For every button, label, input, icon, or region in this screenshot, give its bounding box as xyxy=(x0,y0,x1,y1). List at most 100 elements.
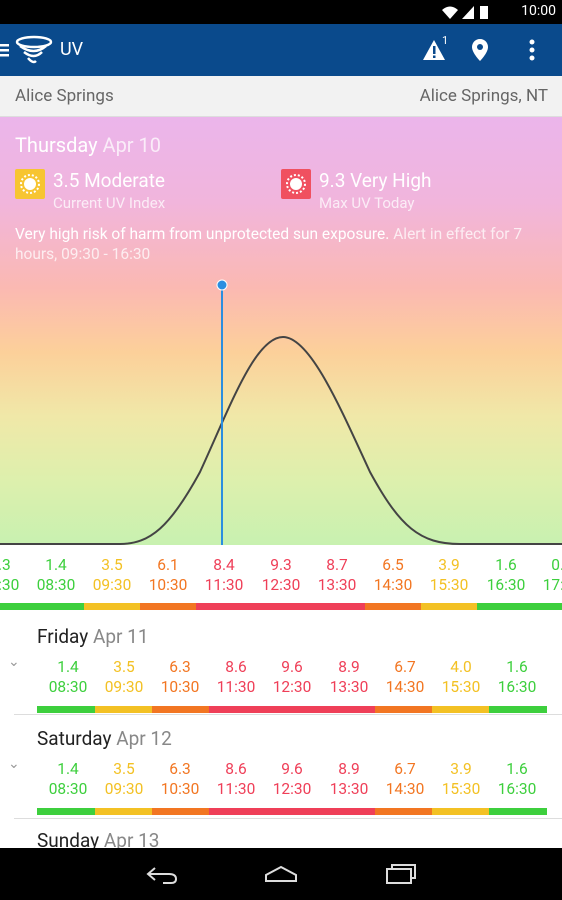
hour-cell: 6.5 14:30 xyxy=(365,555,421,595)
divider xyxy=(14,818,562,819)
hour-cell: 8.6 11:30 xyxy=(216,760,256,798)
hour-cell: 0.2 17:30 xyxy=(534,555,562,595)
hour-uv: 8.7 xyxy=(326,556,348,574)
hour-time: 12:30 xyxy=(261,576,301,594)
hour-cell: 9.3 12:30 xyxy=(253,555,309,595)
app-title: UV xyxy=(60,39,84,60)
signal-icon xyxy=(462,6,474,19)
hour-cell: 9.6 12:30 xyxy=(272,658,312,696)
hour-cell: 8.9 13:30 xyxy=(329,760,369,798)
hour-time: 13:30 xyxy=(317,576,357,594)
current-uv-swatch xyxy=(15,169,45,199)
hour-time: 11:30 xyxy=(204,576,244,594)
hour-cell: 9.6 12:30 xyxy=(272,760,312,798)
hour-cell: 1.6 16:30 xyxy=(497,760,537,798)
today-date: Apr 10 xyxy=(102,133,162,157)
hour-uv: 9.3 xyxy=(270,556,292,574)
uv-curve-chart xyxy=(0,279,562,545)
hour-cell: 1.4 08:30 xyxy=(48,658,88,696)
recents-icon[interactable] xyxy=(385,863,417,885)
alert-count: 1 xyxy=(442,34,449,47)
alert-main-text: Very high risk of harm from unprotected … xyxy=(15,225,390,243)
warning-icon xyxy=(423,40,445,60)
status-bar: 10:00 xyxy=(0,0,562,24)
hour-cell: 3.5 09:30 xyxy=(104,658,144,696)
today-uv-band xyxy=(0,603,562,610)
uv-alert: Very high risk of harm from unprotected … xyxy=(15,224,550,264)
chevron-down-icon[interactable]: ⌄ xyxy=(8,756,20,772)
forecast-hours: 1.4 08:30 3.5 09:30 6.3 10:30 8.6 11:30 9.6 1… xyxy=(37,657,547,701)
status-time: 10:00 xyxy=(521,3,556,19)
forecast-day-title: Friday Apr 11 xyxy=(37,625,149,648)
hour-uv: 6.1 xyxy=(157,556,179,574)
hour-cell: 6.3 10:30 xyxy=(160,658,200,696)
hour-cell: 1.6 16:30 xyxy=(478,555,534,595)
hour-time: 15:30 xyxy=(429,576,469,594)
forecast-day-sunday[interactable]: Sunday Apr 13 xyxy=(0,824,562,852)
today-panel: Thursday Apr 10 3.5 Moderate Current UV … xyxy=(0,117,562,545)
hour-time: 16:30 xyxy=(486,576,526,594)
hour-cell: 8.7 13:30 xyxy=(309,555,365,595)
hour-cell: 3.5 09:30 xyxy=(104,760,144,798)
divider xyxy=(14,714,562,715)
back-icon[interactable] xyxy=(145,865,179,885)
hour-uv: 1.4 xyxy=(45,556,67,574)
hour-cell: 1.4 08:30 xyxy=(48,760,88,798)
uv-curve-line xyxy=(0,335,562,545)
hour-uv: 0.3 xyxy=(0,556,11,574)
hour-uv: 0.2 xyxy=(551,556,562,574)
hour-cell: 3.9 15:30 xyxy=(441,760,481,798)
forecast-uv-band xyxy=(37,808,547,815)
forecast-day-saturday[interactable]: Saturday Apr 12 ⌄ 1.4 08:30 3.5 09:30 6.3 1… xyxy=(0,722,562,824)
wifi-icon xyxy=(442,6,458,19)
hour-time: 14:30 xyxy=(373,576,413,594)
forecast-day-friday[interactable]: Friday Apr 11 ⌄ 1.4 08:30 3.5 09:30 6.3 10:… xyxy=(0,620,562,722)
battery-icon xyxy=(480,6,488,19)
hour-time: 09:30 xyxy=(92,576,132,594)
location-bar[interactable]: Alice Springs Alice Springs, NT xyxy=(0,76,562,117)
hour-uv: 8.4 xyxy=(213,556,235,574)
location-name: Alice Springs xyxy=(15,86,114,106)
current-uv-value: 3.5 Moderate xyxy=(53,169,165,192)
menu-icon xyxy=(0,44,9,57)
max-uv-swatch xyxy=(281,169,311,199)
current-time-handle xyxy=(216,279,228,291)
forecast-day-title: Saturday Apr 12 xyxy=(37,727,172,750)
hour-cell: 6.3 10:30 xyxy=(160,760,200,798)
forecast-day-title: Sunday Apr 13 xyxy=(37,829,160,852)
overflow-menu-icon[interactable] xyxy=(528,38,536,62)
hour-time: 17:30 xyxy=(542,576,562,594)
app-logo-icon xyxy=(15,35,53,64)
hour-cell: 3.9 15:30 xyxy=(421,555,477,595)
hour-cell: 3.5 09:30 xyxy=(84,555,140,595)
hour-cell: 8.9 13:30 xyxy=(329,658,369,696)
location-pin-icon[interactable] xyxy=(471,38,489,62)
sun-icon xyxy=(286,174,306,194)
hour-time: 08:30 xyxy=(36,576,76,594)
hour-cell: 8.6 11:30 xyxy=(216,658,256,696)
current-uv-label: Current UV Index xyxy=(53,194,166,212)
max-uv-label: Max UV Today xyxy=(319,194,415,212)
hour-uv: 6.5 xyxy=(382,556,404,574)
hour-uv: 3.5 xyxy=(101,556,123,574)
hour-time: 07:30 xyxy=(0,576,20,594)
status-icons xyxy=(442,6,488,19)
today-hourly: 0.3 07:30 1.4 08:30 3.5 09:30 6.1 10:30 … xyxy=(0,545,562,620)
today-heading: Thursday Apr 10 xyxy=(15,133,161,157)
hour-cell: 1.6 16:30 xyxy=(497,658,537,696)
hour-cell: 0.3 07:30 xyxy=(0,555,28,595)
hour-cell: 6.1 10:30 xyxy=(140,555,196,595)
hour-cell: 4.0 15:30 xyxy=(441,658,481,696)
hour-cell: 6.7 14:30 xyxy=(385,760,425,798)
home-icon[interactable] xyxy=(263,864,299,884)
today-day: Thursday xyxy=(15,133,98,157)
sun-icon xyxy=(20,174,40,194)
chevron-down-icon[interactable]: ⌄ xyxy=(8,654,20,670)
hour-uv: 1.6 xyxy=(495,556,517,574)
location-region: Alice Springs, NT xyxy=(419,86,548,106)
app-menu-logo-button[interactable] xyxy=(0,34,56,68)
hour-cell: 6.7 14:30 xyxy=(385,658,425,696)
max-uv-value: 9.3 Very High xyxy=(319,169,432,192)
alerts-button[interactable]: 1 xyxy=(420,34,450,64)
app-bar: UV 1 xyxy=(0,24,562,76)
